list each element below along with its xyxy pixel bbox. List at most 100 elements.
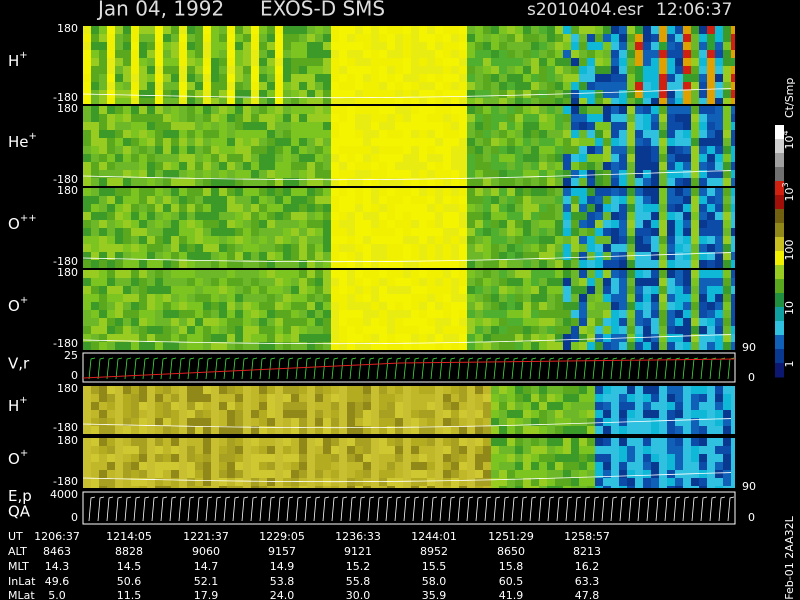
spectrogram-cell bbox=[291, 310, 299, 318]
spectrogram-cell bbox=[683, 326, 691, 334]
spectrogram-cell bbox=[643, 188, 651, 196]
spectrogram-cell bbox=[139, 302, 147, 310]
spectrogram-cell bbox=[571, 228, 579, 236]
spectrogram-cell bbox=[467, 146, 475, 154]
spectrogram-cell bbox=[259, 220, 267, 228]
spectrogram-cell bbox=[163, 386, 171, 394]
spectrogram-cell bbox=[547, 402, 555, 410]
spectrogram-cell bbox=[331, 252, 339, 260]
spectrogram-cell bbox=[203, 212, 211, 220]
spectrogram-cell bbox=[627, 74, 635, 82]
spectrogram-cell bbox=[611, 204, 619, 212]
spectrogram-cell bbox=[131, 130, 139, 138]
spectrogram-cell bbox=[427, 34, 435, 42]
spectrogram-cell bbox=[403, 286, 411, 294]
spectrogram-cell bbox=[427, 162, 435, 170]
spectrogram-cell bbox=[523, 228, 531, 236]
spectrogram-cell bbox=[203, 34, 211, 42]
spectrogram-cell bbox=[251, 146, 259, 154]
spectrogram-cell bbox=[387, 252, 395, 260]
spectrogram-cell bbox=[659, 470, 667, 478]
spectrogram-cell bbox=[627, 270, 635, 278]
spectrogram-cell bbox=[203, 286, 211, 294]
spectrogram-cell bbox=[355, 42, 363, 50]
spectrogram-cell bbox=[675, 106, 683, 114]
spectrogram-cell bbox=[267, 426, 275, 434]
spectrogram-cell bbox=[467, 58, 475, 66]
spectrogram-cell bbox=[659, 146, 667, 154]
spectrogram-cell bbox=[675, 146, 683, 154]
spectrogram-cell bbox=[291, 42, 299, 50]
spectrogram-cell bbox=[435, 122, 443, 130]
spectrogram-cell bbox=[83, 74, 91, 82]
spectrogram-cell bbox=[355, 204, 363, 212]
spectrogram-cell bbox=[179, 342, 187, 350]
spectrogram-cell bbox=[227, 318, 235, 326]
spectrogram-cell bbox=[115, 204, 123, 212]
spectrogram-cell bbox=[267, 386, 275, 394]
spectrogram-cell bbox=[251, 236, 259, 244]
spectrogram-cell bbox=[195, 410, 203, 418]
spectrogram-cell bbox=[427, 294, 435, 302]
spectrogram-cell bbox=[307, 146, 315, 154]
spectrogram-cell bbox=[371, 326, 379, 334]
spectrogram-cell bbox=[411, 178, 419, 186]
spectrogram-cell bbox=[355, 318, 363, 326]
spectrogram-cell bbox=[355, 138, 363, 146]
spectrogram-cell bbox=[635, 342, 643, 350]
spectrogram-cell bbox=[371, 310, 379, 318]
spectrogram-cell bbox=[715, 170, 723, 178]
spectrogram-cell bbox=[387, 394, 395, 402]
spectrogram-cell bbox=[115, 446, 123, 454]
spectrogram-cell bbox=[571, 50, 579, 58]
spectrogram-cell bbox=[379, 122, 387, 130]
spectrogram-cell bbox=[283, 170, 291, 178]
spectrogram-cell bbox=[419, 342, 427, 350]
spectrogram-cell bbox=[523, 418, 531, 426]
spectrogram-cell bbox=[539, 252, 547, 260]
spectrogram-cell bbox=[379, 178, 387, 186]
spectrogram-cell bbox=[491, 334, 499, 342]
spectrogram-cell bbox=[435, 236, 443, 244]
spectrogram-cell bbox=[259, 204, 267, 212]
spectrogram-cell bbox=[523, 462, 531, 470]
spectrogram-cell bbox=[379, 196, 387, 204]
spectrogram-cell bbox=[635, 410, 643, 418]
spectrogram-cell bbox=[275, 196, 283, 204]
spectrogram-cell bbox=[347, 66, 355, 74]
spectrogram-cell bbox=[139, 252, 147, 260]
spectrogram-cell bbox=[619, 98, 627, 104]
spectrogram-cell bbox=[299, 236, 307, 244]
title-instrument: EXOS-D SMS bbox=[260, 0, 385, 21]
spectrogram-cell bbox=[235, 50, 243, 58]
spectrogram-cell bbox=[515, 270, 523, 278]
spectrogram-cell bbox=[427, 212, 435, 220]
spectrogram-cell bbox=[715, 138, 723, 146]
spectrogram-cell bbox=[659, 278, 667, 286]
spectrogram-cell bbox=[531, 154, 539, 162]
spectrogram-cell bbox=[691, 98, 699, 104]
spectrogram-cell bbox=[115, 278, 123, 286]
table-cell: 11.5 bbox=[117, 589, 142, 600]
spectrogram-cell bbox=[587, 90, 595, 98]
spectrogram-cell bbox=[379, 386, 387, 394]
spectrogram-cell bbox=[467, 260, 475, 268]
spectrogram-cell bbox=[339, 162, 347, 170]
spectrogram-cell bbox=[195, 438, 203, 446]
spectrogram-cell bbox=[243, 178, 251, 186]
spectrogram-cell bbox=[123, 58, 131, 66]
spectrogram-cell bbox=[563, 154, 571, 162]
spectrogram-cell bbox=[323, 394, 331, 402]
spectrogram-cell bbox=[723, 98, 731, 104]
spectrogram-cell bbox=[635, 34, 643, 42]
spectrogram-cell bbox=[595, 106, 603, 114]
spectrogram-cell bbox=[467, 90, 475, 98]
spectrogram-cell bbox=[235, 204, 243, 212]
spectrogram-cell bbox=[187, 170, 195, 178]
spectrogram-cell bbox=[675, 66, 683, 74]
spectrogram-cell bbox=[315, 212, 323, 220]
spectrogram-cell bbox=[467, 386, 475, 394]
spectrogram-cell bbox=[675, 90, 683, 98]
spectrogram-cell bbox=[211, 260, 219, 268]
spectrogram-cell bbox=[579, 478, 587, 486]
